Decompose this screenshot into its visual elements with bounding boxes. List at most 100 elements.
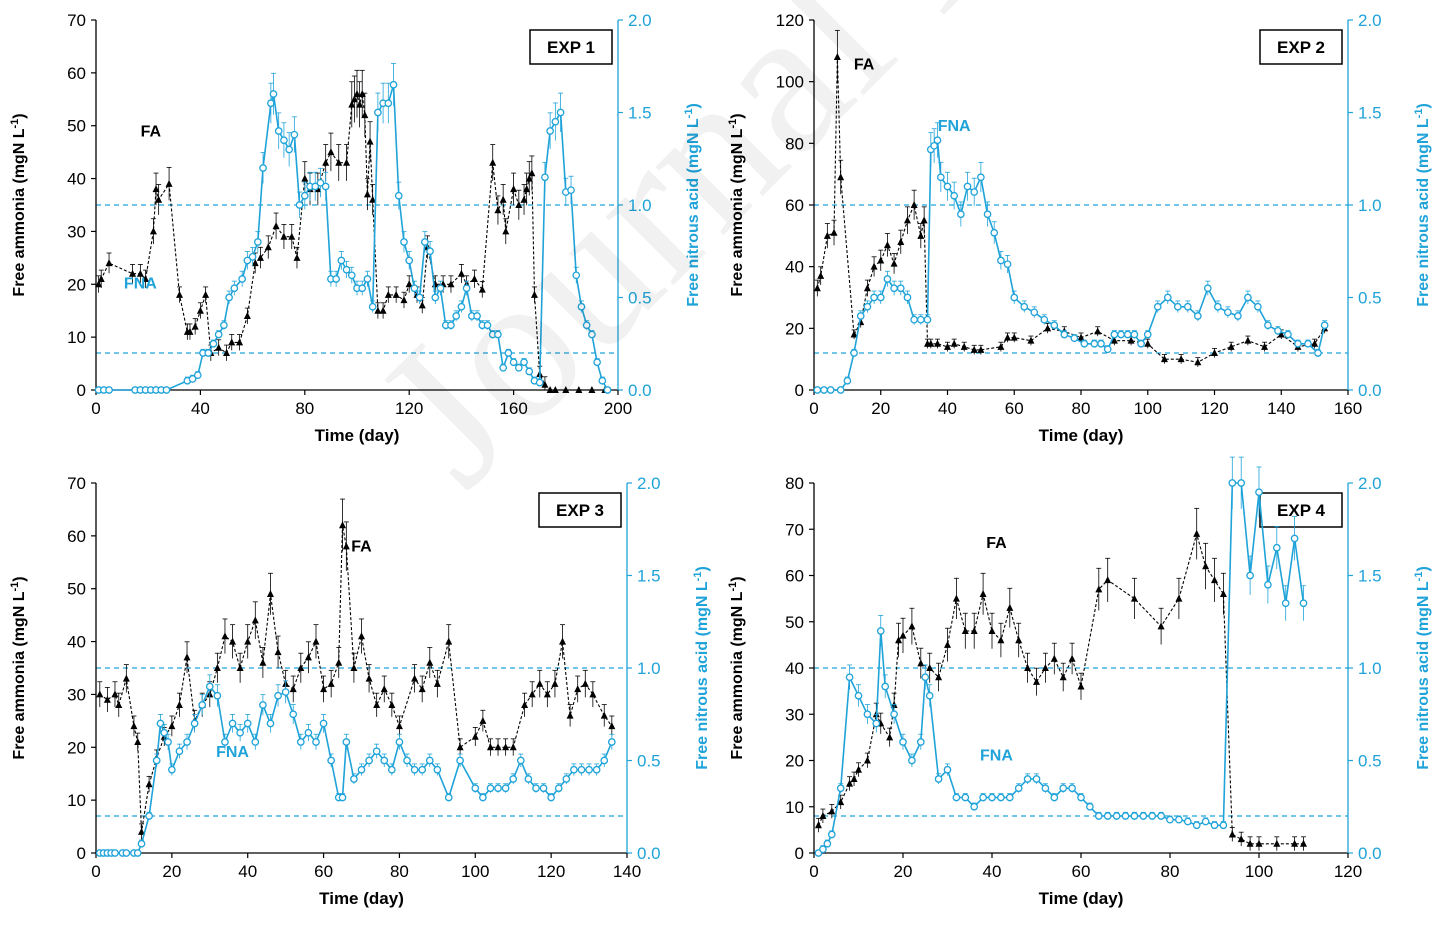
fna-point bbox=[588, 330, 596, 339]
exp-label-box bbox=[529, 29, 613, 65]
x-tick-label: 20 bbox=[162, 862, 181, 881]
fa-annotation: FA bbox=[141, 123, 162, 140]
fa-point bbox=[970, 345, 978, 353]
fa-point bbox=[903, 216, 911, 224]
left-tick-label: 50 bbox=[67, 580, 86, 599]
fna-point bbox=[327, 756, 336, 765]
fa-point bbox=[456, 743, 464, 751]
right-tick-label: 2.0 bbox=[637, 474, 661, 493]
x-tick-label: 80 bbox=[1161, 862, 1180, 881]
fna-point bbox=[1193, 312, 1202, 320]
left-tick-label: 60 bbox=[785, 196, 804, 215]
fa-point bbox=[243, 312, 251, 319]
fa-point bbox=[264, 243, 272, 251]
left-axis-title: Free ammonia (mgN L-1) bbox=[9, 113, 28, 296]
fna-point bbox=[916, 738, 925, 746]
fna-point bbox=[532, 784, 540, 793]
fna-point bbox=[863, 302, 872, 311]
fna-point bbox=[285, 145, 293, 154]
fa-point bbox=[1004, 333, 1012, 341]
fna-point bbox=[582, 321, 591, 330]
fna-point bbox=[145, 812, 153, 820]
right-tick-label: 1.0 bbox=[628, 196, 652, 215]
fa-annotation: FA bbox=[986, 535, 1007, 552]
fa-point bbox=[899, 631, 907, 639]
fna-point bbox=[1103, 812, 1112, 820]
right-tick-label: 1.5 bbox=[1358, 567, 1382, 586]
left-tick-label: 20 bbox=[785, 752, 804, 771]
fna-point bbox=[577, 765, 586, 774]
fa-series bbox=[813, 29, 1329, 367]
fa-point bbox=[236, 338, 244, 346]
fna-point bbox=[389, 80, 398, 89]
left-tick-label: 20 bbox=[67, 738, 86, 757]
left-tick-label: 70 bbox=[67, 474, 86, 493]
right-tick-label: 2.0 bbox=[628, 11, 652, 30]
fa-point bbox=[384, 290, 392, 298]
fna-point bbox=[384, 99, 393, 108]
fa-point bbox=[259, 658, 267, 666]
fa-point bbox=[850, 330, 858, 338]
fna-point bbox=[516, 756, 525, 765]
right-tick-label: 1.0 bbox=[1358, 196, 1382, 215]
fna-point bbox=[198, 701, 207, 709]
fa-point bbox=[1068, 654, 1076, 662]
fa-point bbox=[213, 664, 221, 671]
fa-point bbox=[1160, 355, 1168, 363]
fna-annotation: FNA bbox=[938, 118, 971, 135]
fna-point bbox=[856, 312, 865, 320]
fna-point bbox=[400, 238, 408, 246]
fna-point bbox=[1060, 330, 1069, 339]
fa-point bbox=[600, 711, 608, 719]
exp-label-box bbox=[538, 492, 622, 528]
fna-point bbox=[1023, 775, 1032, 783]
fa-point bbox=[202, 290, 210, 298]
fa-point bbox=[426, 658, 434, 666]
fna-point bbox=[266, 719, 275, 728]
fna-point bbox=[910, 315, 918, 324]
fna-point bbox=[332, 275, 340, 283]
exp-label-box bbox=[1259, 29, 1343, 65]
fna-point bbox=[1274, 326, 1282, 335]
fna-point bbox=[1219, 821, 1228, 830]
fna-point bbox=[499, 363, 508, 372]
fna-point bbox=[1112, 812, 1121, 820]
right-tick-label: 1.5 bbox=[637, 567, 661, 586]
fna-point bbox=[316, 178, 325, 187]
fna-point bbox=[433, 765, 442, 774]
fna-point bbox=[577, 302, 586, 311]
fna-point bbox=[447, 321, 455, 330]
fna-point bbox=[1163, 293, 1172, 302]
fa-point bbox=[470, 275, 478, 282]
fna-point bbox=[997, 793, 1005, 802]
fna-point bbox=[418, 765, 427, 774]
fa-point bbox=[819, 812, 827, 819]
fna-point bbox=[280, 136, 288, 145]
fna-point bbox=[876, 627, 885, 635]
fa-point bbox=[510, 185, 518, 193]
x-tick-label: 0 bbox=[809, 862, 818, 881]
fa-point bbox=[551, 386, 559, 393]
fna-point bbox=[956, 210, 965, 219]
fna-point bbox=[501, 784, 510, 793]
fa-annotation: FA bbox=[854, 56, 875, 73]
left-tick-label: 120 bbox=[776, 11, 804, 30]
fa-point bbox=[1211, 349, 1218, 356]
fna-point bbox=[525, 367, 534, 376]
fa-point bbox=[289, 685, 297, 693]
fna-point bbox=[281, 688, 290, 696]
fna-point bbox=[1050, 793, 1059, 802]
fa-point bbox=[1110, 336, 1118, 344]
fa-point bbox=[366, 137, 374, 145]
fna-point bbox=[395, 738, 404, 746]
fna-point bbox=[290, 130, 299, 139]
fa-point bbox=[502, 743, 510, 751]
fna-point bbox=[1224, 308, 1232, 317]
fna-point bbox=[238, 275, 247, 283]
fa-point bbox=[1277, 330, 1285, 338]
fa-point bbox=[350, 664, 358, 671]
fna-point bbox=[337, 256, 346, 265]
x-tick-label: 120 bbox=[1334, 862, 1362, 881]
fa-point bbox=[1300, 839, 1307, 847]
x-tick-label: 60 bbox=[1072, 862, 1091, 881]
